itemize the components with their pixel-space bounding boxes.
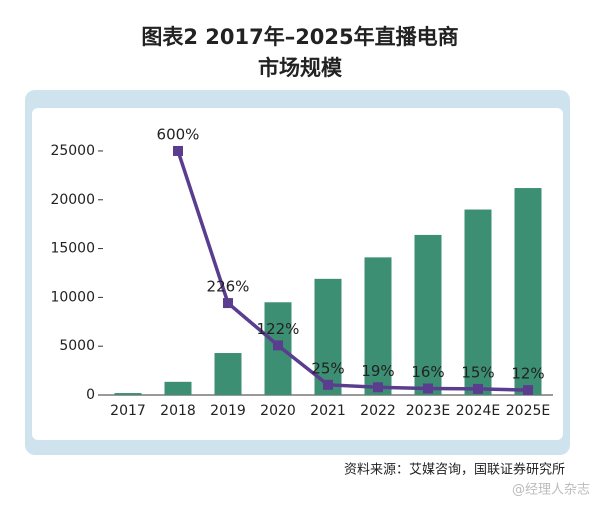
x-tick-label: 2017 <box>110 403 146 419</box>
x-tick-label: 2025E <box>506 403 550 419</box>
x-tick-label: 2022 <box>360 403 396 419</box>
bar <box>464 209 492 395</box>
bar <box>414 234 442 395</box>
data-label: 15% <box>461 363 494 381</box>
point <box>423 383 433 394</box>
watermark: @经理人杂志 <box>512 483 590 498</box>
data-label: 16% <box>411 363 444 381</box>
data-label: 19% <box>361 362 394 380</box>
point <box>223 298 233 309</box>
bar <box>114 393 142 395</box>
x-tick-label: 2021 <box>310 403 346 419</box>
point <box>473 383 483 394</box>
point <box>523 385 533 396</box>
data-label: 600% <box>157 125 200 143</box>
data-label: 122% <box>257 320 300 338</box>
line <box>176 150 529 392</box>
x-tick-label: 2018 <box>160 403 196 419</box>
data-label: 226% <box>207 278 250 296</box>
bar <box>214 353 242 395</box>
bar <box>514 188 542 395</box>
x-tick-label: 2019 <box>210 403 246 419</box>
x-tick-label: 2024E <box>456 403 500 419</box>
bar <box>164 381 192 395</box>
point <box>273 340 283 351</box>
y-tick-label: 25000 <box>50 143 95 159</box>
x-tick-label: 2023E <box>406 403 450 419</box>
y-tick-label: 15000 <box>50 241 95 257</box>
bar <box>364 257 392 395</box>
y-tick-label: 5000 <box>59 338 95 354</box>
x-tick-label: 2020 <box>260 403 296 419</box>
chart-title: 市场规模 <box>258 56 343 80</box>
y-tick-label: 20000 <box>50 192 95 208</box>
y-tick-label: 0 <box>86 387 95 403</box>
chart-title: 图表2 2017年–2025年直播电商 <box>141 25 458 49</box>
data-label: 25% <box>311 359 344 377</box>
data-label: 12% <box>511 365 544 383</box>
source: 资料来源：艾媒咨询，国联证券研究所 <box>344 462 565 478</box>
y-tick-label: 10000 <box>50 289 95 305</box>
point <box>373 382 383 393</box>
point <box>173 145 183 156</box>
point <box>323 379 333 390</box>
